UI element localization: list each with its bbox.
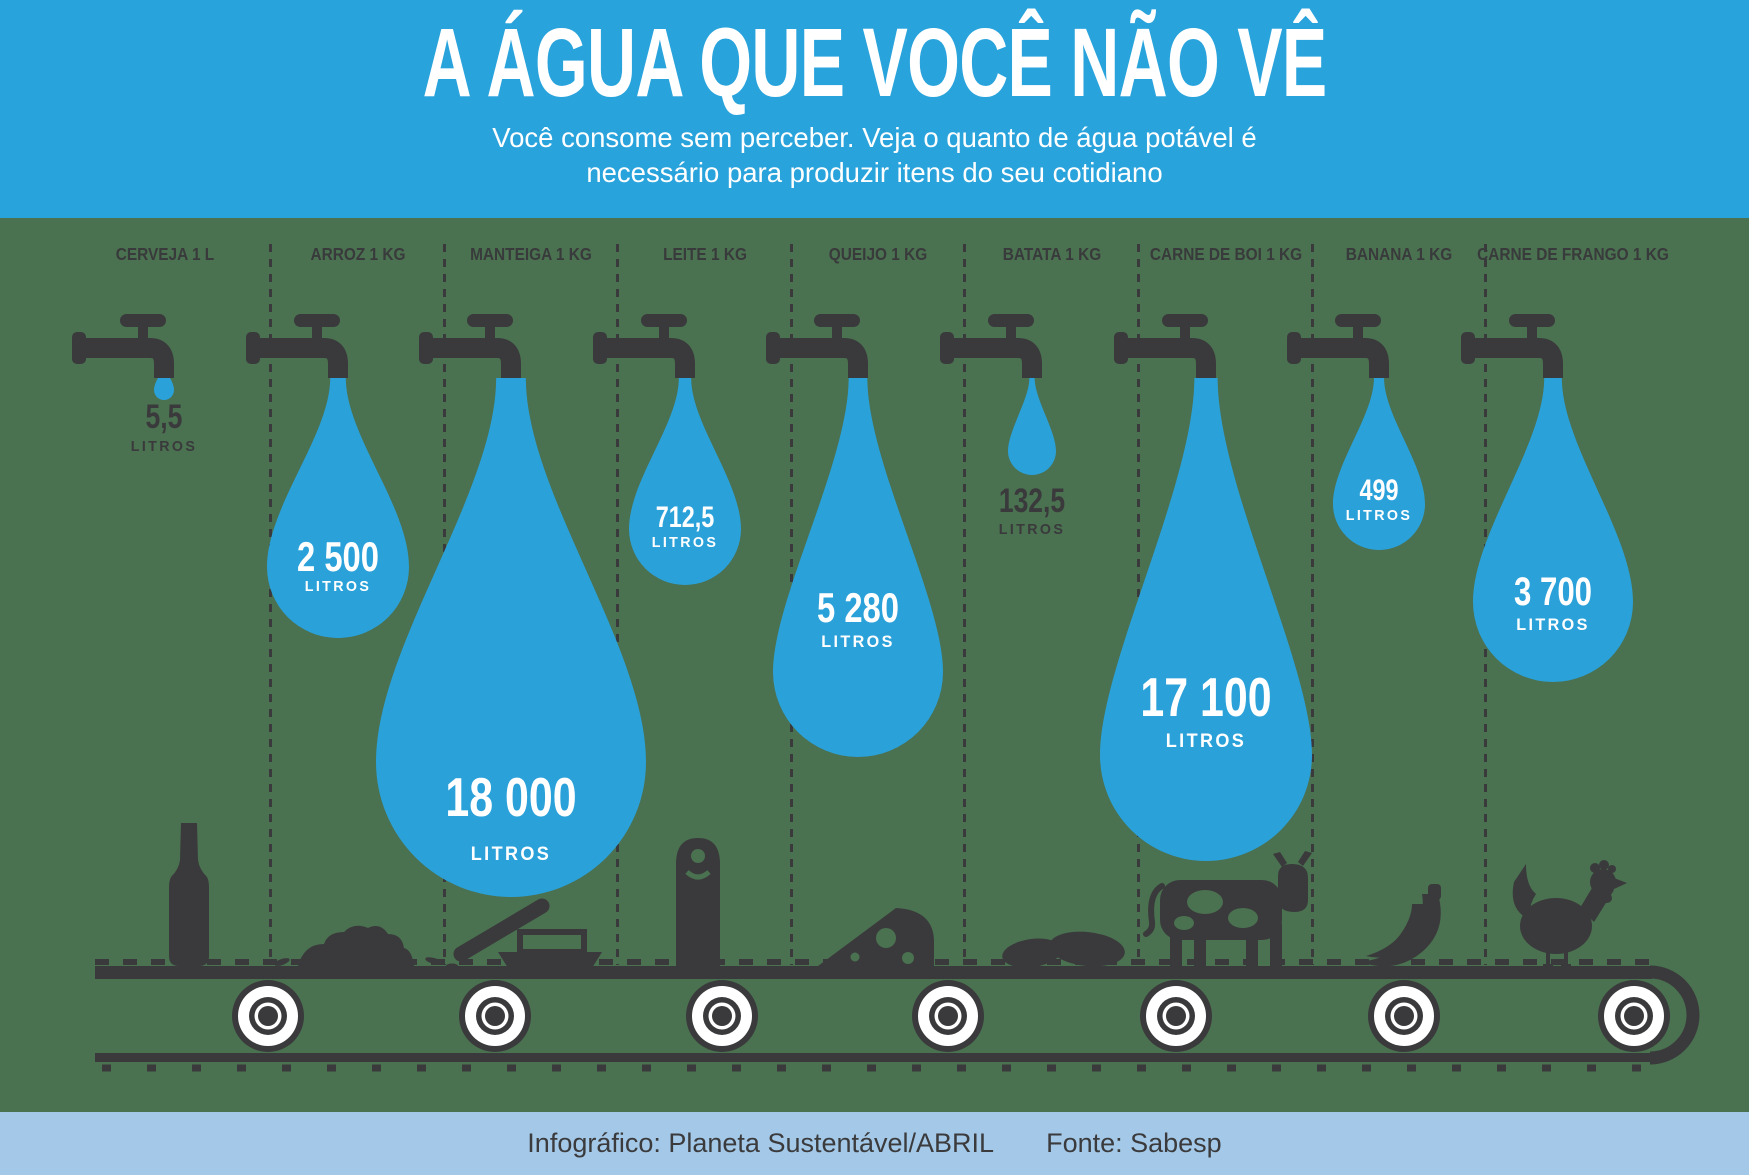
column-divider: [269, 244, 272, 965]
water-drop-manteiga: [376, 378, 647, 897]
water-drop-cerveja: [154, 368, 174, 400]
faucet-icon: [766, 314, 869, 378]
belt-end-curve: [1649, 965, 1700, 1065]
unit-queijo: LITROS: [821, 632, 896, 651]
page-title: A ÁGUA QUE VOCÊ NÃO VÊ: [422, 8, 1328, 117]
potatoes-icon: [1002, 931, 1125, 968]
column-divider: [1310, 244, 1314, 965]
column-label-leite: LEITE 1 KG: [662, 244, 747, 264]
belt-wheel: [1598, 980, 1670, 1052]
unit-banana: LITROS: [1345, 507, 1413, 524]
credit-text: Infográfico: Planeta Sustentável/ABRIL: [527, 1128, 995, 1158]
belt-top-band: [95, 966, 1652, 979]
column-divider: [616, 244, 620, 965]
belt-wheel: [912, 980, 984, 1052]
value-queijo: 5 280: [817, 584, 900, 631]
water-drop-batata: [1008, 378, 1056, 475]
water-drop-leite: [628, 378, 741, 585]
column-label-carne-de-boi: CARNE DE BOI 1 KG: [1149, 244, 1302, 264]
value-manteiga: 18 000: [445, 766, 577, 828]
cow-icon: [1143, 851, 1312, 966]
column-label-arroz: ARROZ 1 KG: [310, 244, 406, 264]
value-leite: 712,5: [655, 501, 715, 534]
belt-wheel: [232, 980, 304, 1052]
water-drop-carne-de-boi: [1099, 378, 1312, 861]
chicken-icon: [1512, 860, 1627, 968]
source-text: Fonte: Sabesp: [1046, 1128, 1222, 1158]
column-label-banana: BANANA 1 KG: [1345, 244, 1453, 264]
butter-knife-dish-icon: [453, 898, 602, 968]
value-carne-de-frango: 3 700: [1513, 570, 1592, 614]
conveyor-belt: [95, 823, 1700, 1072]
water-drop-arroz: [266, 378, 409, 638]
belt-wheel: [686, 980, 758, 1052]
unit-carne-de-frango: LITROS: [1516, 615, 1590, 634]
belt-bottom-band: [95, 1053, 1652, 1062]
unit-manteiga: LITROS: [470, 844, 552, 865]
value-arroz: 2 500: [296, 533, 379, 580]
value-cerveja: 5,5: [145, 398, 183, 436]
unit-batata: LITROS: [998, 521, 1066, 538]
faucet-icon: [592, 314, 695, 378]
column-label-manteiga: MANTEIGA 1 KG: [470, 244, 593, 264]
cheese-wedge-icon: [818, 908, 934, 966]
column-label-cerveja: CERVEJA 1 L: [115, 244, 215, 264]
water-drop-banana: [1333, 378, 1426, 550]
column-divider: [963, 244, 967, 965]
page-subtitle: Você consome sem perceber. Veja o quanto…: [492, 122, 1257, 189]
unit-arroz: LITROS: [304, 578, 371, 595]
value-banana: 499: [1359, 474, 1399, 507]
rice-pile-icon: [274, 925, 458, 969]
water-drop-queijo: [773, 378, 944, 757]
bananas-icon: [1360, 884, 1441, 967]
value-carne-de-boi: 17 100: [1139, 666, 1272, 728]
column-label-batata: BATATA 1 KG: [1002, 244, 1102, 264]
faucet-icon: [245, 314, 348, 378]
faucet-icon: [1287, 314, 1390, 378]
water-drop-carne-de-frango: [1472, 378, 1633, 682]
faucet-icon: [1460, 314, 1563, 378]
belt-wheel: [1140, 980, 1212, 1052]
unit-cerveja: LITROS: [130, 438, 198, 455]
value-batata: 132,5: [998, 482, 1066, 520]
beer-bottle-icon: [169, 823, 209, 966]
faucet-icon: [419, 314, 522, 378]
belt-wheel: [1368, 980, 1440, 1052]
header-band: A ÁGUA QUE VOCÊ NÃO VÊ Você consome sem …: [0, 0, 1749, 218]
chart-area: CERVEJA 1 L 5,5 LITROS ARROZ 1 KG 2 500 LIT…: [0, 218, 1749, 1112]
milk-canister-icon: [676, 838, 720, 966]
unit-carne-de-boi: LITROS: [1165, 731, 1246, 752]
column-label-carne-de-frango: CARNE DE FRANGO 1 KG: [1476, 244, 1669, 264]
faucet-icon: [940, 314, 1042, 378]
faucet-icon: [1113, 314, 1216, 378]
faucet-icon: [72, 314, 174, 378]
belt-wheel: [459, 980, 531, 1052]
footer-band: Infográfico: Planeta Sustentável/ABRIL F…: [0, 1112, 1749, 1175]
unit-leite: LITROS: [651, 534, 719, 551]
column-label-queijo: QUEIJO 1 KG: [829, 244, 928, 264]
